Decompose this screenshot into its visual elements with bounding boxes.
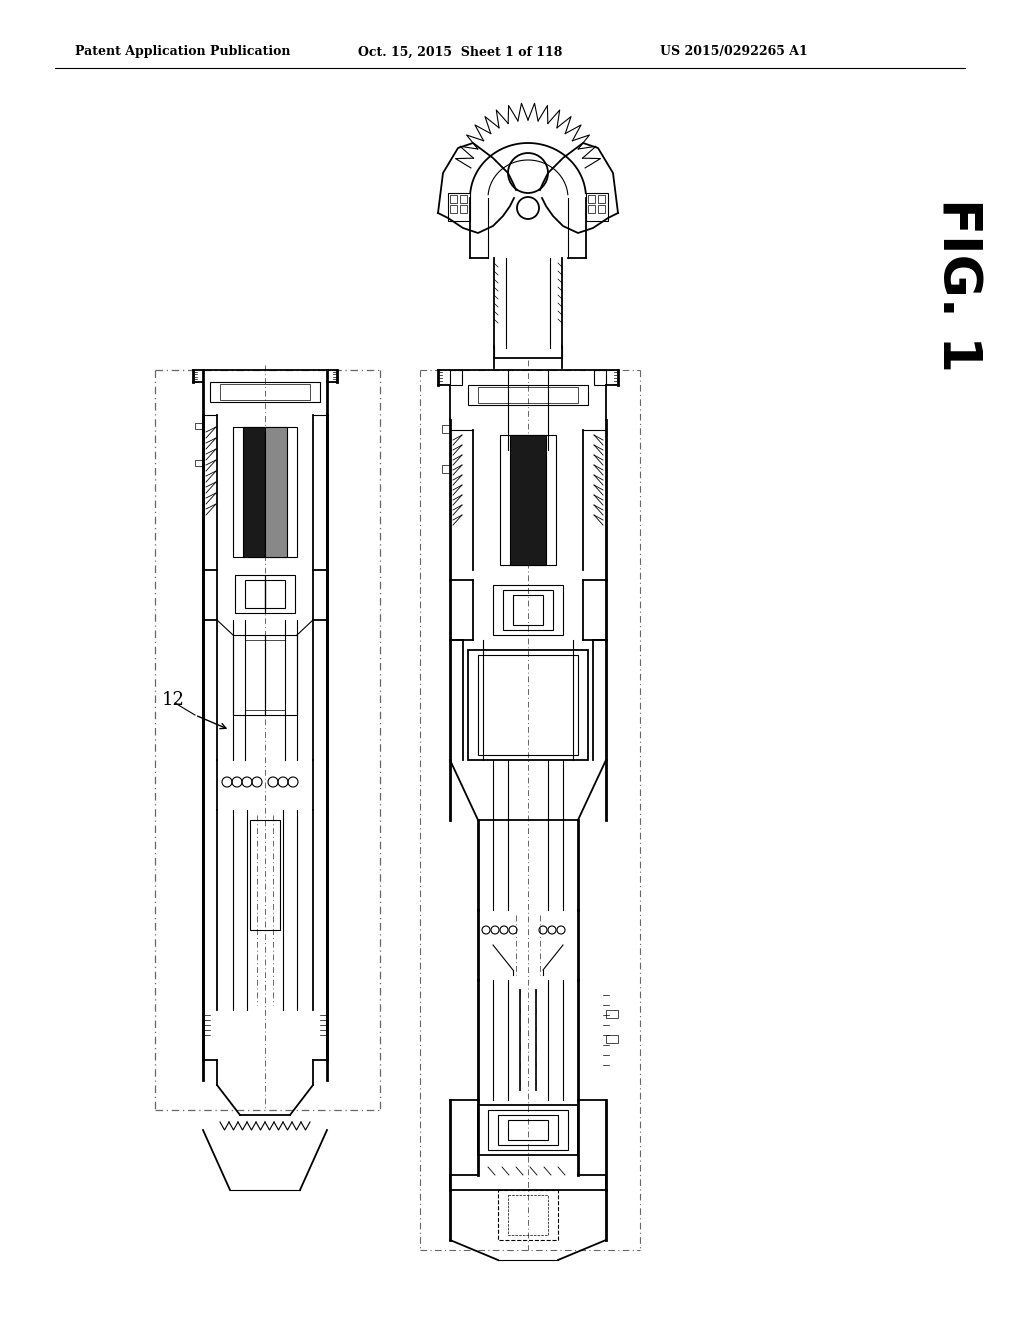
Bar [233, 635, 265, 715]
Bar [488, 1110, 568, 1150]
Bar [195, 459, 203, 466]
Bar [460, 205, 467, 213]
Text: Oct. 15, 2015  Sheet 1 of 118: Oct. 15, 2015 Sheet 1 of 118 [358, 45, 562, 58]
Bar [493, 585, 563, 635]
Bar [503, 590, 553, 630]
Bar [450, 370, 462, 385]
Bar [510, 436, 546, 565]
Text: 12: 12 [162, 690, 185, 709]
Bar [606, 1010, 618, 1018]
Bar [450, 205, 457, 213]
Bar [265, 426, 287, 557]
Bar [195, 422, 203, 429]
Bar [442, 465, 450, 473]
Bar [500, 436, 556, 565]
Bar [606, 1035, 618, 1043]
Bar [510, 436, 546, 565]
Bar [243, 426, 265, 557]
Bar [265, 579, 285, 609]
Bar [508, 1195, 548, 1236]
Bar [265, 635, 297, 715]
Bar [468, 649, 588, 760]
Bar [450, 195, 457, 203]
Text: FIG. 1: FIG. 1 [932, 198, 984, 372]
Text: US 2015/0292265 A1: US 2015/0292265 A1 [660, 45, 808, 58]
Bar [478, 655, 578, 755]
Bar [265, 576, 295, 612]
Bar [586, 193, 608, 220]
Bar [478, 387, 578, 403]
Bar [245, 579, 265, 609]
Bar [498, 1191, 558, 1239]
Bar [250, 820, 280, 931]
Bar [265, 426, 287, 557]
Bar [588, 195, 595, 203]
Bar [594, 370, 606, 385]
Text: Patent Application Publication: Patent Application Publication [75, 45, 291, 58]
Bar [234, 576, 265, 612]
Bar [265, 426, 297, 557]
Bar [478, 1105, 578, 1155]
Bar [265, 640, 285, 710]
Bar [442, 425, 450, 433]
Bar [468, 385, 588, 405]
Bar [243, 426, 265, 557]
Bar [508, 1119, 548, 1140]
Bar [449, 193, 470, 220]
Bar [598, 195, 605, 203]
Bar [233, 426, 265, 557]
Bar [513, 595, 543, 624]
Bar [220, 384, 310, 400]
Bar [460, 195, 467, 203]
Bar [498, 1115, 558, 1144]
Bar [588, 205, 595, 213]
Bar [210, 381, 319, 403]
Bar [598, 205, 605, 213]
Bar [245, 640, 265, 710]
